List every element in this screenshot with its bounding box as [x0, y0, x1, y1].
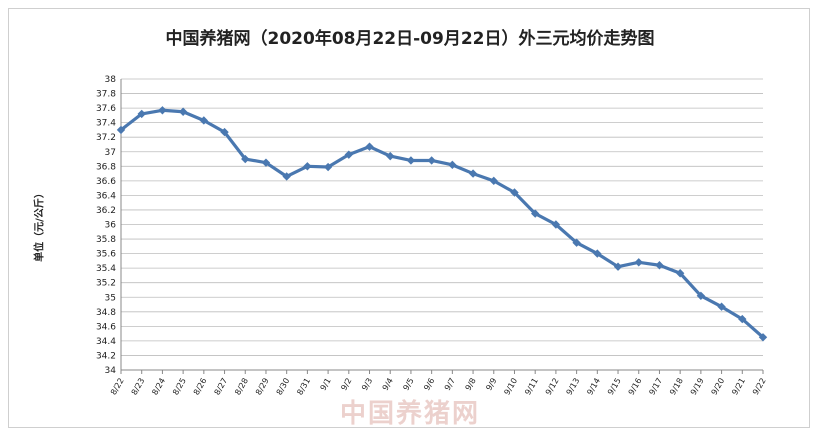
x-tick-label: 9/12	[544, 377, 561, 397]
x-tick-label: 8/23	[130, 377, 147, 397]
chart-title: 中国养猪网（2020年08月22日-09月22日）外三元均价走势图	[165, 29, 655, 49]
watermark: 中国养猪网	[339, 399, 480, 429]
y-tick-label: 34.4	[96, 337, 116, 347]
data-point	[261, 158, 271, 167]
y-tick-label: 34	[105, 366, 117, 376]
x-tick-label: 9/9	[484, 377, 498, 393]
data-point	[448, 160, 457, 170]
data-point	[738, 314, 747, 324]
x-tick-label: 9/19	[689, 377, 706, 397]
y-tick-label: 36.6	[96, 177, 116, 187]
x-tick-label: 9/8	[464, 377, 478, 393]
y-tick-label: 36	[105, 221, 117, 231]
x-tick-label: 9/16	[627, 377, 644, 397]
x-tick-label: 9/6	[422, 377, 436, 393]
x-tick-label: 8/24	[150, 377, 167, 397]
data-point	[386, 151, 395, 161]
data-point	[427, 156, 436, 165]
x-tick-label: 9/20	[710, 377, 727, 397]
y-tick-label: 34.8	[96, 308, 116, 318]
x-tick-label: 8/29	[254, 377, 271, 397]
data-point	[178, 107, 188, 116]
x-tick-label: 9/15	[606, 377, 623, 397]
x-tick-label: 9/10	[502, 377, 519, 397]
y-tick-label: 35.6	[96, 250, 116, 260]
x-tick-label: 9/4	[381, 377, 395, 393]
y-tick-label: 34.2	[96, 351, 116, 361]
data-point	[696, 291, 706, 300]
x-tick-label: 9/2	[339, 377, 353, 393]
x-tick-label: 8/27	[213, 377, 230, 397]
x-tick-label: 8/26	[192, 377, 209, 397]
data-point	[282, 172, 291, 181]
y-tick-label: 36.4	[96, 191, 116, 201]
y-tick-label: 35.2	[96, 279, 116, 289]
y-tick-label: 35.4	[96, 264, 116, 274]
y-tick-label: 36.8	[96, 162, 116, 172]
y-tick-label: 37.8	[96, 90, 116, 100]
data-point	[634, 258, 643, 267]
chart-frame	[8, 8, 810, 428]
data-point	[116, 125, 126, 135]
x-tick-label: 9/11	[523, 377, 540, 397]
data-point	[241, 154, 250, 164]
y-tick-label: 38	[105, 75, 117, 85]
y-tick-label: 36.2	[96, 206, 116, 216]
series-line	[119, 108, 765, 339]
data-point	[758, 333, 768, 342]
x-tick-labels: 8/22 8/23 8/24 8/25 8/26 8/27 8/28 8/29 8/30 8/31…	[109, 370, 768, 397]
data-point	[158, 106, 167, 115]
data-point	[365, 142, 374, 151]
data-series	[116, 106, 768, 342]
y-tick-label: 37	[105, 148, 116, 158]
x-tick-label: 9/13	[565, 377, 582, 397]
data-point	[593, 249, 602, 258]
x-tick-label: 8/31	[295, 377, 312, 397]
x-tick-label: 9/18	[668, 377, 685, 397]
x-tick-label: 8/28	[233, 377, 250, 397]
data-point	[530, 209, 540, 218]
data-point	[220, 127, 229, 137]
y-tick-label: 35.8	[96, 235, 116, 245]
x-tick-label: 9/22	[751, 377, 768, 397]
x-tick-label: 9/5	[401, 377, 415, 393]
data-point	[572, 238, 581, 247]
data-point	[137, 109, 146, 119]
x-tick-label: 9/14	[585, 377, 602, 397]
y-tick-labels: 34 34.2 34.4 34.6 34.8 35 35.2 35.4 35.6 35.8 36 36…	[96, 75, 116, 376]
x-tick-label: 8/22	[109, 377, 126, 397]
data-point	[675, 269, 685, 278]
data-point	[468, 169, 478, 178]
data-point	[613, 262, 623, 271]
data-point	[489, 176, 498, 186]
grid-lines	[120, 78, 763, 371]
x-tick-label: 9/1	[319, 377, 333, 393]
y-tick-label: 37.2	[96, 133, 116, 143]
data-point	[303, 162, 312, 171]
data-point	[344, 150, 354, 159]
x-tick-label: 8/25	[171, 377, 188, 397]
y-tick-label: 37.6	[96, 104, 116, 114]
y-tick-label: 35	[105, 293, 116, 303]
x-tick-label: 8/30	[275, 377, 292, 397]
data-point	[406, 156, 416, 165]
x-tick-label: 9/17	[647, 377, 664, 397]
data-point	[323, 162, 333, 172]
data-point	[551, 220, 561, 229]
x-tick-label: 9/3	[360, 377, 374, 393]
data-point	[199, 116, 209, 125]
y-tick-label: 34.6	[96, 322, 116, 332]
x-tick-label: 9/21	[730, 377, 747, 397]
data-point	[510, 188, 519, 197]
x-tick-label: 9/7	[443, 377, 457, 393]
data-point	[655, 261, 664, 270]
y-tick-label: 37.4	[96, 119, 116, 129]
data-point	[717, 302, 726, 311]
